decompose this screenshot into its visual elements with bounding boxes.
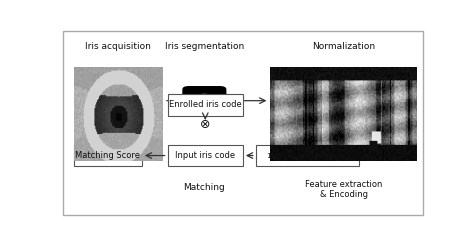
FancyBboxPatch shape [168, 94, 243, 116]
Circle shape [195, 94, 213, 104]
FancyBboxPatch shape [168, 145, 243, 166]
Text: Iris segmentation: Iris segmentation [165, 42, 244, 51]
Text: Normalization: Normalization [312, 42, 375, 51]
FancyBboxPatch shape [63, 31, 423, 215]
FancyBboxPatch shape [256, 145, 359, 166]
Text: Matching: Matching [183, 183, 225, 192]
Text: 1100001110100111101: 1100001110100111101 [265, 153, 349, 159]
FancyBboxPatch shape [74, 145, 142, 166]
Text: Iris acquisition: Iris acquisition [85, 42, 151, 51]
Text: Feature extraction
& Encoding: Feature extraction & Encoding [305, 180, 383, 199]
Text: Enrolled iris code: Enrolled iris code [169, 100, 242, 109]
Text: Matching Score: Matching Score [75, 151, 140, 160]
FancyBboxPatch shape [182, 86, 227, 115]
Ellipse shape [187, 89, 222, 113]
Text: ⊗: ⊗ [200, 118, 210, 131]
Text: Input iris code: Input iris code [175, 151, 235, 160]
